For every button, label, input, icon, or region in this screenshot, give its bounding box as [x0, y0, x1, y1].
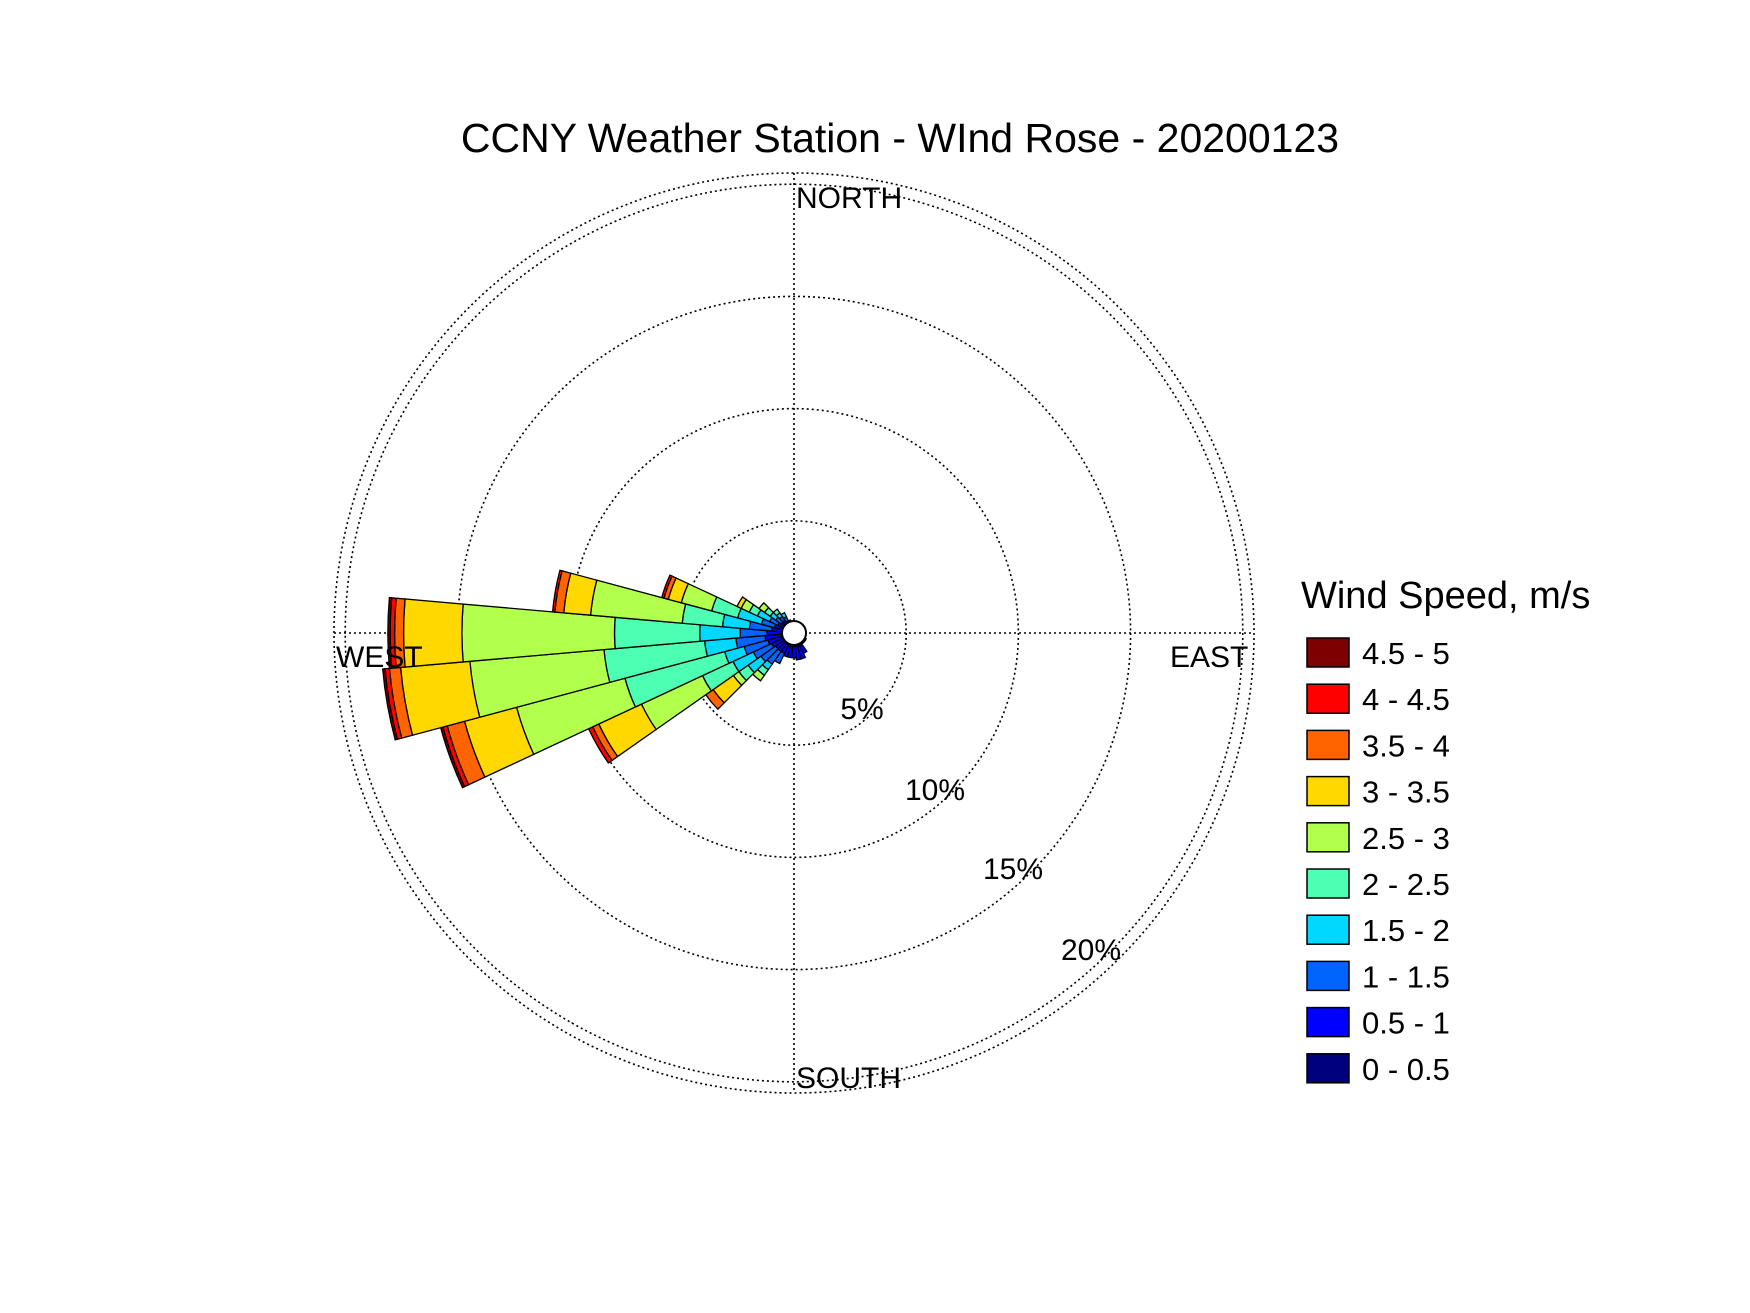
north-label: NORTH: [796, 182, 902, 215]
legend-label: 3.5 - 4: [1362, 728, 1450, 763]
legend-label: 1 - 1.5: [1362, 959, 1450, 994]
legend-label: 4 - 4.5: [1362, 682, 1450, 717]
ring-label: 5%: [840, 693, 883, 726]
legend-label: 2 - 2.5: [1362, 867, 1450, 902]
legend-swatch: [1306, 1006, 1350, 1038]
legend-label: 4.5 - 5: [1362, 636, 1450, 671]
ring-label: 15%: [983, 853, 1043, 886]
grid-ring: [681, 520, 907, 746]
ring-labels: 5% 10% 15% 20%: [840, 693, 1121, 967]
sector-segment: [772, 608, 781, 617]
legend-swatch: [1306, 822, 1350, 853]
legend-swatch: [1306, 868, 1350, 899]
legend-label: 0 - 0.5: [1362, 1052, 1450, 1087]
legend-label: 3 - 3.5: [1362, 775, 1450, 810]
sector-segment: [660, 574, 673, 599]
east-label: EAST: [1170, 641, 1248, 674]
center-hole: [781, 620, 807, 646]
legend-swatch: [1306, 775, 1350, 807]
legend-swatch: [1306, 729, 1350, 761]
sector-segment: [780, 611, 788, 620]
sector-segment: [381, 668, 399, 741]
sector-segment: [551, 569, 563, 613]
legend-label: 0.5 - 1: [1362, 1006, 1450, 1041]
legend-swatch: [1306, 1053, 1350, 1084]
legend-title: Wind Speed, m/s: [1301, 575, 1590, 617]
sector-segment: [758, 601, 770, 614]
grid-ring: [333, 172, 1255, 1094]
chart-title: CCNY Weather Station - WInd Rose - 20200…: [461, 115, 1339, 161]
ring-label: 20%: [1061, 934, 1121, 967]
ring-label: 10%: [905, 774, 965, 807]
legend-label: 2.5 - 3: [1362, 821, 1450, 856]
south-label: SOUTH: [796, 1062, 901, 1095]
sector-segment: [736, 596, 748, 610]
sector-segment: [387, 596, 393, 670]
legend-swatch: [1306, 683, 1350, 714]
grid-ring: [344, 183, 1244, 1083]
west-label: WEST: [336, 641, 423, 674]
legend: 4.5 - 5 4 - 4.5 3.5 - 4 3 - 3.5 2.5 - 3 2 - 2…: [1306, 636, 1450, 1087]
legend-label: 1.5 - 2: [1362, 913, 1450, 948]
legend-swatch: [1306, 960, 1350, 992]
legend-swatch: [1306, 637, 1350, 668]
wind-sectors: [381, 569, 808, 789]
legend-swatch: [1306, 914, 1350, 945]
